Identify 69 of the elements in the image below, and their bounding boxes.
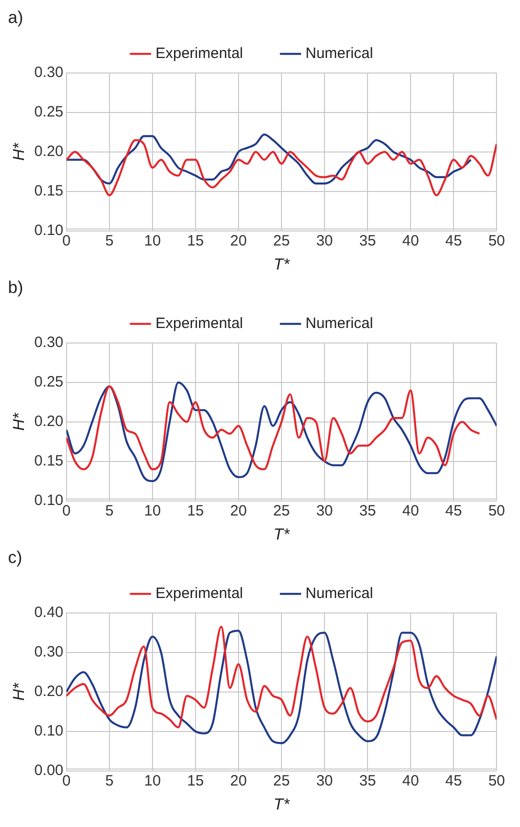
x-tick-label: 20 xyxy=(230,232,247,250)
y-tick-label: 0.10 xyxy=(34,492,64,509)
x-tick-label: 5 xyxy=(105,772,114,790)
legend-label: Experimental xyxy=(155,585,244,602)
x-tick-label: 35 xyxy=(359,502,376,520)
legend-label: Numerical xyxy=(306,585,374,602)
x-tick-label: 40 xyxy=(402,232,419,250)
x-tick-label: 0 xyxy=(62,502,71,520)
y-axis-title: H* xyxy=(11,412,28,431)
y-tick-label: 0.20 xyxy=(34,413,64,430)
x-axis-title: T* xyxy=(274,526,290,544)
x-axis-title: T* xyxy=(274,796,290,814)
x-tick-label: 40 xyxy=(402,502,419,520)
x-tick-label: 45 xyxy=(445,232,462,250)
chart-title: c) xyxy=(8,548,22,567)
x-tick-label: 15 xyxy=(187,232,204,250)
x-tick-label: 35 xyxy=(359,232,376,250)
line-series xyxy=(66,626,497,728)
y-tick-label: 0.40 xyxy=(34,604,64,622)
x-tick-label: 20 xyxy=(230,772,247,790)
y-tick-label: 0.25 xyxy=(34,104,64,121)
y-tick-label: 0.15 xyxy=(34,452,64,470)
x-axis-title: T* xyxy=(274,256,290,274)
y-tick-label: 0.25 xyxy=(34,374,64,391)
x-tick-label: 25 xyxy=(273,502,290,520)
x-tick-label: 50 xyxy=(488,502,505,520)
y-tick-label: 0.30 xyxy=(34,644,64,661)
legend-label: Experimental xyxy=(155,315,244,332)
line-series xyxy=(66,134,472,184)
x-tick-label: 30 xyxy=(316,772,333,790)
x-tick-label: 10 xyxy=(144,232,161,250)
legend-label: Numerical xyxy=(306,45,374,62)
x-tick-label: 30 xyxy=(316,232,333,250)
legend-label: Numerical xyxy=(306,315,374,332)
x-tick-label: 5 xyxy=(105,502,114,520)
x-tick-label: 30 xyxy=(316,502,333,520)
y-tick-label: 0.00 xyxy=(34,762,64,779)
x-tick-label: 40 xyxy=(402,772,419,790)
x-tick-label: 20 xyxy=(230,502,247,520)
line-series xyxy=(66,630,497,744)
chart-title: a) xyxy=(8,8,24,27)
legend-label: Experimental xyxy=(155,45,244,62)
y-axis-title: H* xyxy=(11,142,28,161)
y-tick-label: 0.30 xyxy=(34,334,64,352)
x-tick-label: 5 xyxy=(105,232,114,250)
x-tick-label: 45 xyxy=(445,502,462,520)
x-tick-label: 45 xyxy=(445,772,462,790)
y-tick-label: 0.20 xyxy=(34,143,64,160)
chart-title: b) xyxy=(8,278,24,297)
y-tick-label: 0.20 xyxy=(34,683,64,700)
x-tick-label: 10 xyxy=(144,502,161,520)
y-tick-label: 0.30 xyxy=(34,64,64,82)
x-tick-label: 35 xyxy=(359,772,376,790)
y-tick-label: 0.10 xyxy=(34,722,64,740)
y-tick-label: 0.15 xyxy=(34,182,64,200)
x-tick-label: 25 xyxy=(273,772,290,790)
y-axis-title: H* xyxy=(11,682,28,701)
x-tick-label: 15 xyxy=(187,772,204,790)
x-tick-label: 0 xyxy=(62,232,71,250)
x-tick-label: 50 xyxy=(488,232,505,250)
line-series xyxy=(66,139,497,196)
y-tick-label: 0.10 xyxy=(34,222,64,239)
x-tick-label: 50 xyxy=(488,772,505,790)
x-tick-label: 15 xyxy=(187,502,204,520)
x-tick-label: 0 xyxy=(62,772,71,790)
line-series xyxy=(66,385,480,470)
x-tick-label: 25 xyxy=(273,232,290,250)
x-tick-label: 10 xyxy=(144,772,161,790)
line-series xyxy=(66,381,497,482)
